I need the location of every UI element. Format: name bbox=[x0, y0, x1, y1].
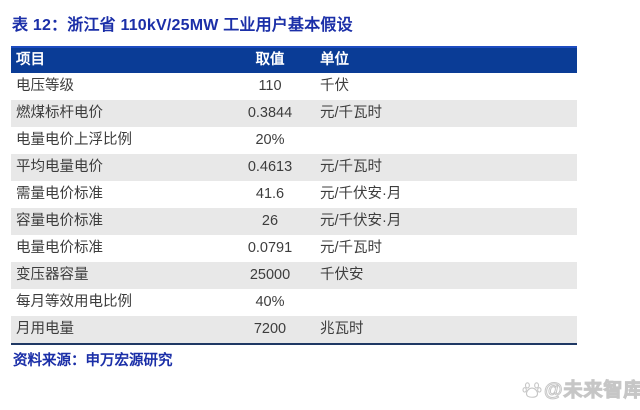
item-cell: 平均电量电价 bbox=[16, 159, 103, 175]
table-bottom-rule bbox=[11, 343, 577, 345]
table-body: 电压等级 110 千伏 燃煤标杆电价 0.3844 元/千瓦时 电量电价上浮比例 20% 平均电… bbox=[11, 73, 577, 343]
value-cell: 0.4613 bbox=[247, 159, 293, 175]
unit-cell: 元/千瓦时 bbox=[320, 159, 383, 175]
unit-cell bbox=[320, 127, 577, 154]
table-row: 容量电价标准 26 元/千伏安·月 bbox=[11, 208, 577, 235]
table-row: 电量电价上浮比例 20% bbox=[11, 127, 577, 154]
item-cell: 电压等级 bbox=[16, 78, 74, 94]
item-cell: 电量电价上浮比例 bbox=[16, 132, 132, 148]
unit-cell: 元/千伏安·月 bbox=[320, 186, 402, 202]
table-header-row: 项目 取值 单位 bbox=[11, 46, 577, 73]
item-cell: 容量电价标准 bbox=[16, 213, 103, 229]
item-cell: 月用电量 bbox=[16, 321, 74, 337]
value-cell: 0.0791 bbox=[247, 240, 293, 256]
header-value: 取值 bbox=[255, 52, 285, 68]
item-cell: 变压器容量 bbox=[16, 267, 89, 283]
item-cell: 电量电价标准 bbox=[16, 240, 103, 256]
header-item: 项目 bbox=[16, 52, 45, 68]
value-cell: 110 bbox=[258, 78, 282, 94]
page-title: 表 12：浙江省 110kV/25MW 工业用户基本假设 bbox=[12, 17, 353, 34]
unit-cell: 兆瓦时 bbox=[320, 321, 364, 337]
table-row: 变压器容量 25000 千伏安 bbox=[11, 262, 577, 289]
unit-cell: 元/千瓦时 bbox=[320, 240, 383, 256]
watermark: @未来智库 bbox=[521, 375, 640, 402]
value-cell: 25000 bbox=[249, 267, 291, 283]
table-row: 平均电量电价 0.4613 元/千瓦时 bbox=[11, 154, 577, 181]
table-row: 电量电价标准 0.0791 元/千瓦时 bbox=[11, 235, 577, 262]
item-cell: 需量电价标准 bbox=[16, 186, 103, 202]
assumptions-table: 项目 取值 单位 电压等级 110 千伏 燃煤标杆电价 0.3844 元/千瓦时 电量电价上… bbox=[11, 46, 577, 343]
value-cell: 26 bbox=[261, 213, 279, 229]
paw-icon bbox=[521, 378, 543, 400]
unit-cell: 元/千瓦时 bbox=[320, 105, 383, 121]
header-unit: 单位 bbox=[320, 52, 349, 68]
value-cell: 41.6 bbox=[255, 186, 285, 202]
unit-cell: 千伏安 bbox=[320, 267, 364, 283]
table-row: 燃煤标杆电价 0.3844 元/千瓦时 bbox=[11, 100, 577, 127]
unit-cell: 元/千伏安·月 bbox=[320, 213, 402, 229]
item-cell: 燃煤标杆电价 bbox=[16, 105, 103, 121]
value-cell: 40% bbox=[255, 294, 285, 310]
unit-cell bbox=[320, 289, 577, 316]
table-row: 电压等级 110 千伏 bbox=[11, 73, 577, 100]
unit-cell: 千伏 bbox=[320, 78, 349, 94]
table-row: 月用电量 7200 兆瓦时 bbox=[11, 316, 577, 343]
source-note: 资料来源：申万宏源研究 bbox=[13, 353, 173, 369]
item-cell: 每月等效用电比例 bbox=[16, 294, 132, 310]
table-row: 需量电价标准 41.6 元/千伏安·月 bbox=[11, 181, 577, 208]
value-cell: 7200 bbox=[253, 321, 287, 337]
watermark-text: @未来智库 bbox=[544, 380, 640, 402]
table-row: 每月等效用电比例 40% bbox=[11, 289, 577, 316]
value-cell: 0.3844 bbox=[247, 105, 293, 121]
value-cell: 20% bbox=[255, 132, 285, 148]
